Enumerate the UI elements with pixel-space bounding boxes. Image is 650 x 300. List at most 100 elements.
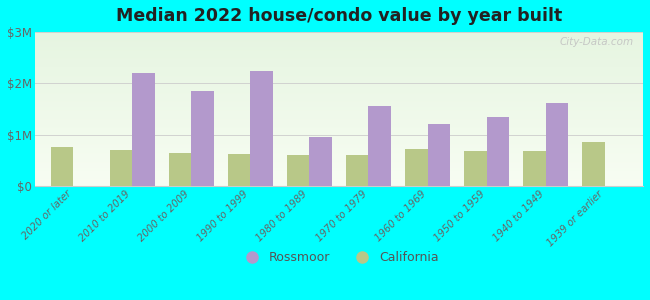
Bar <box>35 100 643 101</box>
Bar <box>35 69 643 70</box>
Bar <box>35 154 643 155</box>
Bar <box>35 101 643 102</box>
Bar <box>228 154 250 186</box>
Bar <box>35 175 643 176</box>
Bar <box>35 84 643 85</box>
Bar <box>35 147 643 148</box>
Bar <box>35 61 643 62</box>
Bar <box>35 157 643 158</box>
Bar <box>35 116 643 117</box>
Bar <box>35 167 643 168</box>
Bar <box>35 136 643 137</box>
Bar <box>35 125 643 126</box>
Legend: Rossmoor, California: Rossmoor, California <box>234 246 444 269</box>
Bar <box>35 54 643 55</box>
Bar <box>35 85 643 86</box>
Bar <box>110 150 133 186</box>
Bar <box>35 131 643 132</box>
Bar <box>582 142 604 186</box>
Bar <box>35 105 643 106</box>
Bar <box>35 71 643 72</box>
Bar <box>464 151 487 186</box>
Bar <box>35 152 643 153</box>
Bar <box>287 155 309 186</box>
Bar <box>35 48 643 49</box>
Bar <box>35 42 643 43</box>
Bar <box>35 138 643 139</box>
Bar <box>35 164 643 165</box>
Bar <box>35 93 643 94</box>
Bar <box>35 121 643 122</box>
Bar <box>35 126 643 127</box>
Bar <box>35 40 643 41</box>
Bar <box>35 156 643 157</box>
Bar <box>35 176 643 177</box>
Bar <box>35 109 643 110</box>
Bar <box>35 179 643 180</box>
Bar <box>35 182 643 183</box>
Bar <box>35 149 643 150</box>
Bar <box>35 181 643 182</box>
Bar <box>35 106 643 107</box>
Bar <box>35 40 643 41</box>
Bar <box>35 36 643 37</box>
Bar <box>405 149 428 186</box>
Bar <box>35 135 643 136</box>
Bar <box>35 77 643 78</box>
Bar <box>35 83 643 84</box>
Bar <box>35 91 643 92</box>
Bar <box>35 104 643 105</box>
Bar <box>35 37 643 38</box>
Bar <box>35 45 643 46</box>
Bar <box>35 165 643 166</box>
Bar <box>35 169 643 170</box>
Bar <box>35 92 643 93</box>
Bar <box>35 46 643 47</box>
Bar <box>35 66 643 67</box>
Bar <box>35 102 643 103</box>
Bar <box>35 47 643 48</box>
Bar <box>35 86 643 87</box>
Bar <box>35 97 643 98</box>
Bar <box>35 134 643 135</box>
Bar <box>35 168 643 169</box>
Bar <box>545 103 568 186</box>
Bar <box>35 33 643 34</box>
Bar <box>369 106 391 186</box>
Bar <box>35 151 643 152</box>
Bar <box>35 185 643 186</box>
Bar <box>35 80 643 81</box>
Bar <box>428 124 450 186</box>
Bar <box>35 34 643 35</box>
Bar <box>35 103 643 104</box>
Bar <box>35 67 643 68</box>
Bar <box>35 110 643 111</box>
Bar <box>35 141 643 142</box>
Bar <box>35 143 643 144</box>
Bar <box>35 178 643 179</box>
Bar <box>35 35 643 36</box>
Bar <box>35 123 643 124</box>
Bar <box>523 151 545 186</box>
Bar <box>35 150 643 151</box>
Bar <box>35 99 643 100</box>
Bar <box>35 166 643 167</box>
Bar <box>35 177 643 178</box>
Bar <box>35 76 643 77</box>
Bar <box>35 95 643 96</box>
Bar <box>35 72 643 73</box>
Bar <box>35 114 643 115</box>
Bar <box>35 127 643 128</box>
Bar <box>35 112 643 113</box>
Bar <box>35 51 643 52</box>
Bar <box>35 53 643 54</box>
Bar <box>35 140 643 141</box>
Bar <box>133 73 155 186</box>
Bar <box>35 183 643 184</box>
Bar <box>309 137 332 186</box>
Bar <box>169 153 191 186</box>
Bar <box>35 174 643 175</box>
Bar <box>35 172 643 173</box>
Bar <box>35 142 643 143</box>
Bar <box>35 170 643 171</box>
